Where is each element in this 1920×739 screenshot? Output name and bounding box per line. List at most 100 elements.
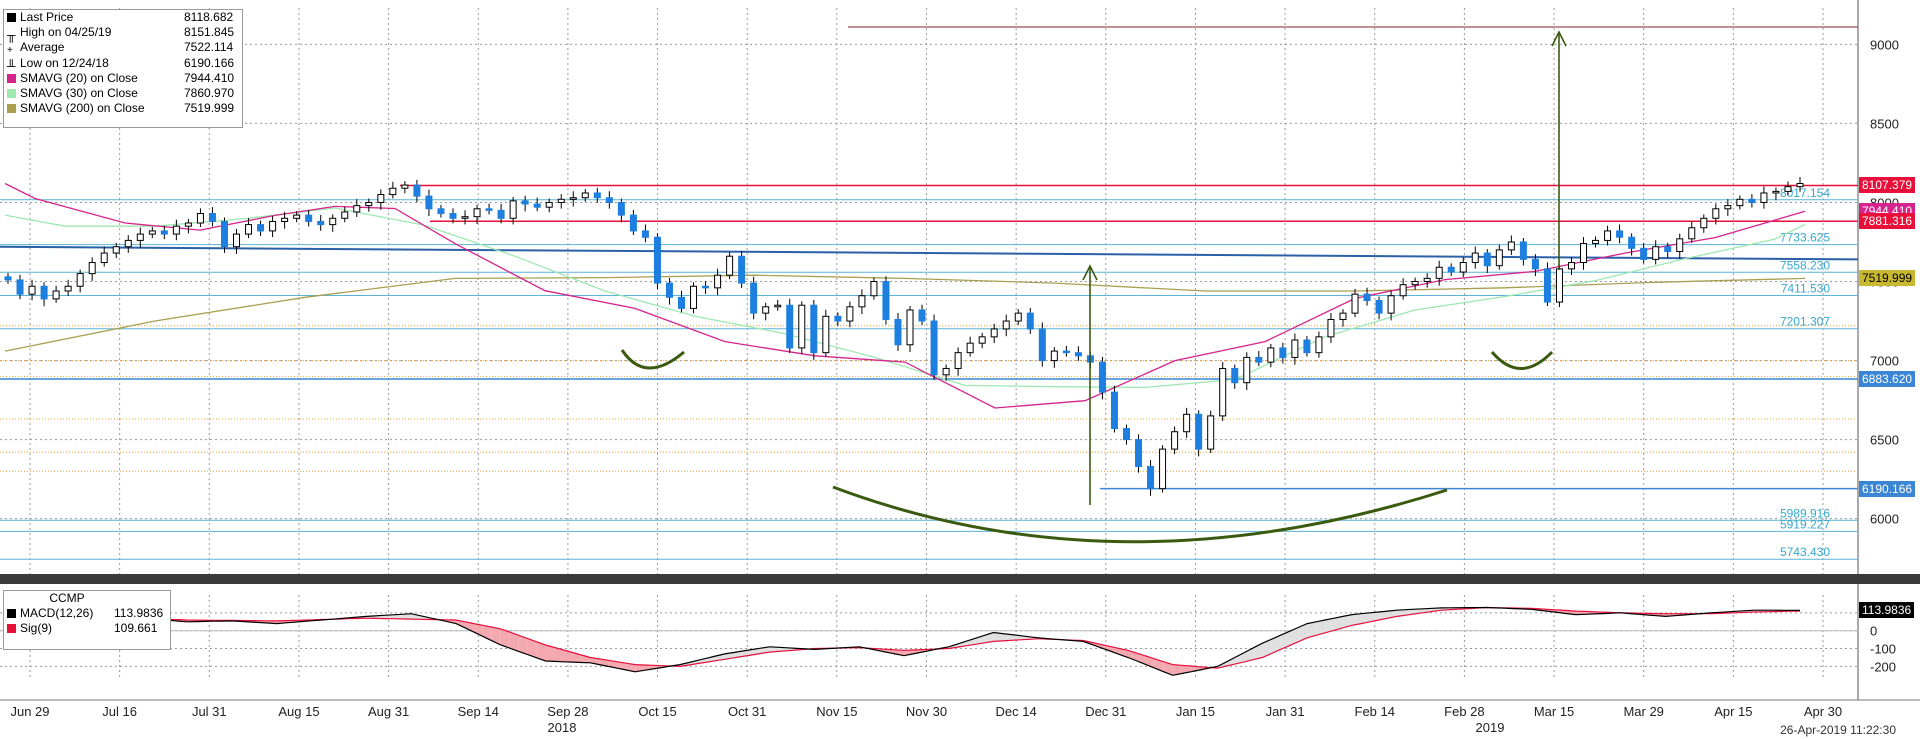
legend-sma20: SMAVG (20) on Close 7944.410 [4,71,242,86]
candle-body [822,315,830,354]
candle-body [1688,227,1696,240]
candle-body [1255,356,1263,363]
macd-histogram-fill [491,627,501,645]
candle-body [305,214,313,222]
x-tick-label: Jan 31 [1266,704,1305,719]
candle-body [1243,356,1251,384]
candle-body [545,201,553,208]
candle-body [918,309,926,322]
candle-body [76,273,84,287]
candle-body [1736,198,1744,207]
macd-histogram-fill [1343,614,1352,628]
y-tick-label: 7000 [1870,354,1899,369]
x-tick-label: Feb 28 [1444,704,1484,719]
candle-body [1135,439,1143,467]
candle-body [1014,312,1022,322]
candle-body [413,184,421,197]
level-label: 8017.154 [1780,186,1830,200]
candle-body [1411,281,1419,286]
candle-body [1531,258,1539,270]
candle-body [1447,266,1455,273]
low-marker-icon: ╨ [7,58,16,73]
price-tag: 6190.166 [1859,480,1916,497]
candle-body [1159,448,1167,490]
candle-body [1640,247,1648,260]
macd-histogram-fill [554,647,564,662]
candle-body [942,367,950,376]
candle-body [1267,347,1275,363]
macd-histogram-fill [1002,633,1012,641]
candle-body [269,220,277,232]
candle-body [16,279,24,295]
y-tick-label: 0 [1870,624,1877,639]
macd-histogram-fill [536,641,546,662]
candle-body [88,262,96,275]
candle-body [750,282,758,314]
sma20-line [4,182,1806,409]
macd-histogram-fill [1262,639,1272,658]
candle-body [401,184,409,189]
candle-body [1315,336,1323,354]
macd-histogram-fill [912,649,922,654]
y-tick-label: 8500 [1870,116,1899,131]
candle-body [653,236,661,284]
candle-body [1098,361,1106,393]
candle-body [1327,318,1335,338]
candle-body [641,230,649,238]
candle-body [1796,182,1804,188]
candle-body [353,205,361,213]
sma200-line [4,274,1806,352]
handle-annotation [620,349,685,370]
candle-body [1483,252,1491,267]
candle-body [930,320,938,376]
macd-histogram-fill [1011,634,1021,641]
candle-body [617,201,625,216]
macd-histogram-fill [626,663,636,672]
candle-body [1712,208,1720,219]
macd-legend-title: CCMP [49,591,85,606]
candle-body [678,296,686,309]
neckline [0,245,1859,261]
candle-body [593,192,601,199]
macd-histogram-fill [1334,616,1344,631]
x-tick-label: Nov 15 [816,704,857,719]
x-tick-label: Aug 31 [368,704,409,719]
macd-histogram-fill [1307,621,1317,638]
candle-body [966,342,974,354]
macd-histogram-fill [1360,612,1370,624]
candle-body [714,274,722,289]
swatch-icon [7,609,16,619]
macd-histogram-fill [1181,665,1191,674]
candle-body [1147,465,1155,490]
level-label: 7733.625 [1780,231,1830,245]
candle-body [1423,277,1431,283]
x-tick-label: Mar 15 [1534,704,1574,719]
candle-body [786,304,794,349]
price-tag: 6883.620 [1859,370,1916,387]
candle-body [1700,217,1708,229]
candle-body [461,216,469,219]
candle-body [1219,367,1227,417]
candle-body [1002,320,1010,330]
candle-body [1784,186,1792,192]
x-tick-label: Oct 15 [638,704,676,719]
candle-body [521,200,529,205]
candle-body [1387,295,1395,314]
price-tag: 7881.316 [1859,213,1916,230]
candle-body [437,208,445,215]
candle-body [112,246,120,254]
level-label: 5743.430 [1780,545,1830,559]
macd-histogram-fill [1576,611,1585,615]
candle-body [1459,262,1467,273]
macd-histogram-fill [1387,610,1397,619]
macd-histogram-fill [1172,664,1182,676]
macd-histogram-fill [742,649,752,657]
y-tick-label: -200 [1870,659,1896,674]
macd-histogram-fill [1280,631,1290,650]
legend-average: + Average 7522.114 [7,40,234,57]
x-tick-label: Dec 31 [1085,704,1126,719]
candle-body [882,281,890,320]
candle-body [497,209,505,219]
macd-histogram-fill [608,660,618,669]
x-tick-label: Dec 14 [996,704,1037,719]
